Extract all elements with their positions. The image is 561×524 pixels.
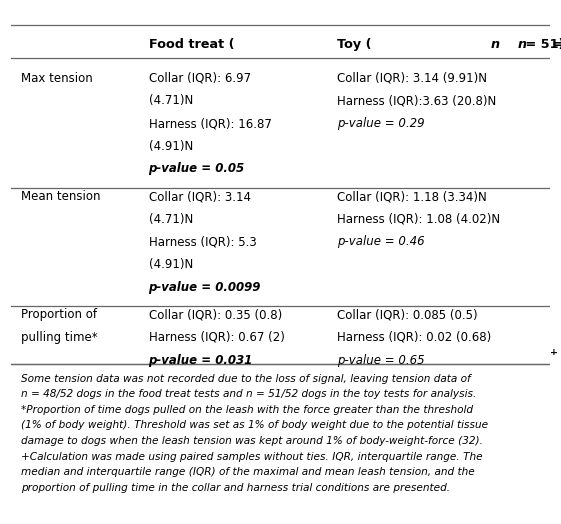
Text: Collar (IQR): 6.97: Collar (IQR): 6.97 <box>149 72 251 85</box>
Text: n: n <box>517 38 526 51</box>
Text: p-value = 0.65: p-value = 0.65 <box>337 354 425 367</box>
Text: Some tension data was not recorded due to the loss of signal, leaving tension da: Some tension data was not recorded due t… <box>21 374 471 384</box>
Text: = 48): = 48) <box>548 38 561 51</box>
Text: p-value = 0.05: p-value = 0.05 <box>149 162 245 176</box>
Text: p-value = 0.031: p-value = 0.031 <box>149 354 253 367</box>
Text: Harness (IQR): 16.87: Harness (IQR): 16.87 <box>149 117 272 130</box>
Text: (1% of body weight). Threshold was set as 1% of body weight due to the potential: (1% of body weight). Threshold was set a… <box>21 420 488 430</box>
Text: p-value = 0.0099: p-value = 0.0099 <box>149 281 261 293</box>
Text: Toy (: Toy ( <box>337 38 371 51</box>
Text: Collar (IQR): 3.14: Collar (IQR): 3.14 <box>149 190 251 203</box>
Text: Harness (IQR): 1.08 (4.02)N: Harness (IQR): 1.08 (4.02)N <box>337 213 500 226</box>
Text: Mean tension: Mean tension <box>21 190 100 203</box>
Text: Collar (IQR): 0.085 (0.5): Collar (IQR): 0.085 (0.5) <box>337 308 477 321</box>
Text: Collar (IQR): 0.35 (0.8): Collar (IQR): 0.35 (0.8) <box>149 308 282 321</box>
Text: Collar (IQR): 1.18 (3.34)N: Collar (IQR): 1.18 (3.34)N <box>337 190 487 203</box>
Text: Collar (IQR): 3.14 (9.91)N: Collar (IQR): 3.14 (9.91)N <box>337 72 487 85</box>
Text: p-value = 0.29: p-value = 0.29 <box>337 117 425 130</box>
Text: Max tension: Max tension <box>21 72 93 85</box>
Text: p-value = 0.46: p-value = 0.46 <box>337 235 425 248</box>
Text: n: n <box>491 38 500 51</box>
Text: = 51): = 51) <box>521 38 561 51</box>
Text: Harness (IQR): 5.3: Harness (IQR): 5.3 <box>149 235 256 248</box>
Text: n = 48/52 dogs in the food treat tests and n = 51/52 dogs in the toy tests for a: n = 48/52 dogs in the food treat tests a… <box>21 389 476 399</box>
Text: Proportion of: Proportion of <box>21 308 97 321</box>
Text: +: + <box>550 347 558 356</box>
Text: Harness (IQR): 0.02 (0.68): Harness (IQR): 0.02 (0.68) <box>337 331 491 344</box>
Text: *Proportion of time dogs pulled on the leash with the force greater than the thr: *Proportion of time dogs pulled on the l… <box>21 405 473 415</box>
Text: (4.91)N: (4.91)N <box>149 140 193 153</box>
Text: Harness (IQR): 0.67 (2): Harness (IQR): 0.67 (2) <box>149 331 284 344</box>
Text: proportion of pulling time in the collar and harness trial conditions are presen: proportion of pulling time in the collar… <box>21 483 450 493</box>
Text: (4.71)N: (4.71)N <box>149 213 193 226</box>
Text: (4.71)N: (4.71)N <box>149 94 193 107</box>
Text: damage to dogs when the leash tension was kept around 1% of body-weight-force (3: damage to dogs when the leash tension wa… <box>21 436 483 446</box>
Text: +Calculation was made using paired samples without ties. IQR, interquartile rang: +Calculation was made using paired sampl… <box>21 452 482 462</box>
Text: pulling time*: pulling time* <box>21 331 98 344</box>
Text: (4.91)N: (4.91)N <box>149 258 193 271</box>
Text: Food treat (: Food treat ( <box>149 38 234 51</box>
Text: median and interquartile range (IQR) of the maximal and mean leash tension, and : median and interquartile range (IQR) of … <box>21 467 475 477</box>
Text: Harness (IQR):3.63 (20.8)N: Harness (IQR):3.63 (20.8)N <box>337 94 496 107</box>
